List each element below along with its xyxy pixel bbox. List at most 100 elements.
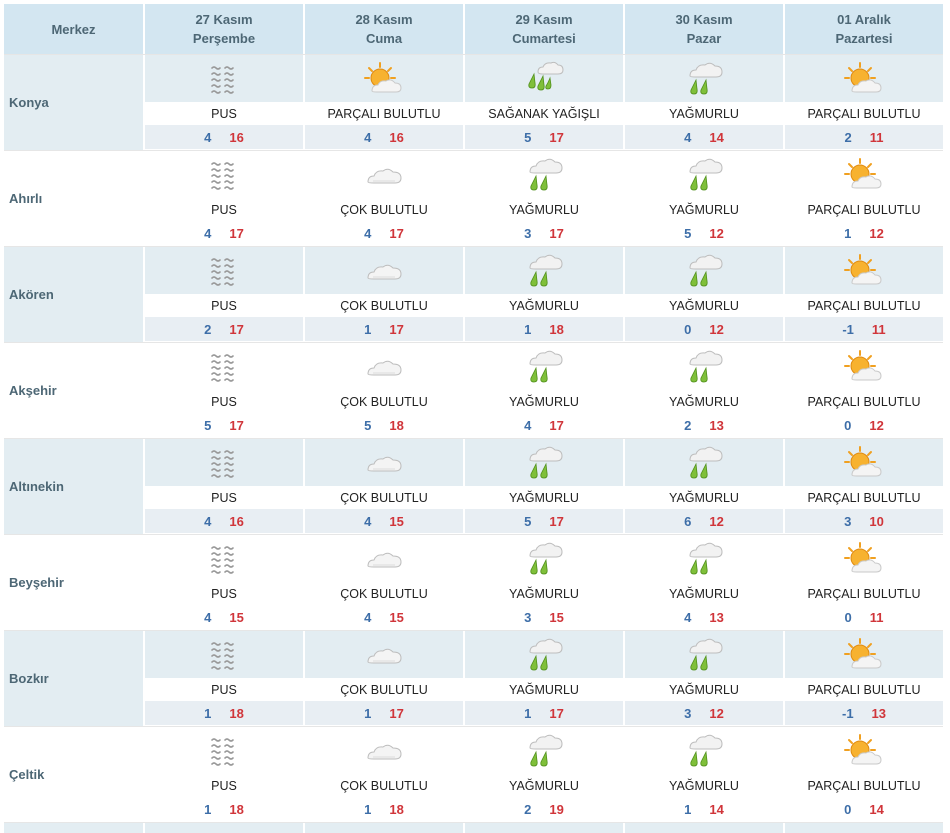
min-temp: 1: [524, 321, 532, 337]
min-temp: -1: [842, 321, 854, 337]
partial-city-cell: [4, 823, 143, 833]
temperature-range: 4 15: [305, 605, 463, 629]
max-temp: 17: [229, 417, 244, 433]
city-name[interactable]: Çeltik: [9, 767, 45, 782]
temperature-range: 3 10: [785, 509, 943, 533]
city-name[interactable]: Altınekin: [4, 439, 143, 534]
rain-icon: [684, 732, 724, 770]
max-temp: 15: [389, 609, 404, 625]
max-temp: 12: [709, 321, 724, 337]
forecast-table-header: Merkez 27 Kasım Perşembe 28 Kasım Cuma 29 Ka…: [4, 4, 943, 54]
temperature-range: 4 16: [145, 509, 303, 533]
fog-icon: [207, 638, 241, 672]
day-column-header: 27 Kasım Perşembe: [145, 4, 305, 54]
city-row: Çeltik PUS 1 18 ÇOK BULUTLU 1 18 YAĞMURLU 2 19…: [4, 726, 943, 822]
min-temp: 4: [204, 225, 212, 241]
max-temp: 14: [709, 129, 724, 145]
forecast-cell: SAĞANAK YAĞIŞLI 5 17: [463, 55, 623, 150]
rain-icon: [684, 444, 724, 482]
condition-label: YAĞMURLU: [625, 198, 783, 221]
temperature-range: 0 12: [625, 317, 783, 341]
city-name[interactable]: Akören: [4, 247, 143, 342]
rain-icon: [684, 348, 724, 386]
forecast-cell: PARÇALI BULUTLU 4 16: [303, 55, 463, 150]
forecast-cell: YAĞMURLU 1 18: [463, 247, 623, 342]
condition-label: YAĞMURLU: [465, 582, 623, 605]
max-temp: 14: [869, 801, 884, 817]
temperature-range: 4 16: [305, 125, 463, 149]
partial-day-cell: [783, 823, 943, 833]
temperature-range: 1 18: [145, 797, 303, 821]
day-date: 30 Kasım: [675, 12, 733, 27]
city-name[interactable]: Konya: [4, 55, 143, 150]
forecast-cell: PUS 4 15: [143, 535, 303, 630]
rain-icon: [524, 252, 564, 290]
cloudy-icon: [364, 544, 404, 574]
temperature-range: 5 17: [465, 125, 623, 149]
condition-label: YAĞMURLU: [625, 678, 783, 701]
min-temp: 1: [364, 321, 372, 337]
condition-label: PUS: [145, 102, 303, 125]
condition-label: YAĞMURLU: [625, 294, 783, 317]
cloudy-icon: [364, 640, 404, 670]
fog-icon: [207, 254, 241, 288]
max-temp: 15: [549, 609, 564, 625]
min-temp: 1: [204, 801, 212, 817]
city-name[interactable]: Bozkır: [4, 631, 143, 726]
condition-label: ÇOK BULUTLU: [305, 390, 463, 413]
condition-label: ÇOK BULUTLU: [305, 294, 463, 317]
city-row: Bozkır PUS 1 18 ÇOK BULUTLU 1 17 YAĞMURLU 1 17…: [4, 630, 943, 726]
weather-icon-cell: [465, 439, 623, 486]
weather-icon-cell: [465, 247, 623, 294]
min-temp: 3: [524, 225, 532, 241]
min-temp: 4: [684, 609, 692, 625]
partly-cloudy-icon: [844, 157, 884, 193]
min-temp: 3: [524, 609, 532, 625]
city-name[interactable]: Ahırlı: [9, 191, 43, 206]
city-name[interactable]: Akşehir: [9, 383, 57, 398]
temperature-range: 0 12: [785, 413, 943, 437]
weather-icon-cell: [305, 631, 463, 678]
weather-icon-cell: [145, 727, 303, 774]
max-temp: 12: [869, 225, 884, 241]
weather-icon-cell: [465, 535, 623, 582]
max-temp: 17: [549, 513, 564, 529]
day-column-header: 30 Kasım Pazar: [625, 4, 785, 54]
partly-cloudy-icon: [844, 733, 884, 769]
min-temp: 4: [364, 129, 372, 145]
forecast-cell: PARÇALI BULUTLU 0 14: [783, 727, 943, 822]
day-weekday: Pazartesi: [835, 31, 893, 46]
weather-icon-cell: [465, 343, 623, 390]
weather-icon-cell: [625, 631, 783, 678]
min-temp: 2: [524, 801, 532, 817]
temperature-range: 4 15: [145, 605, 303, 629]
partly-cloudy-icon: [844, 253, 884, 289]
min-temp: 2: [844, 129, 852, 145]
min-temp: 4: [204, 609, 212, 625]
min-temp: 6: [684, 513, 692, 529]
cloudy-icon: [364, 352, 404, 382]
temperature-range: 4 16: [145, 125, 303, 149]
weather-icon-cell: [785, 535, 943, 582]
condition-label: YAĞMURLU: [625, 774, 783, 797]
condition-label: YAĞMURLU: [465, 294, 623, 317]
max-temp: 18: [229, 705, 244, 721]
max-temp: 17: [229, 225, 244, 241]
weather-icon-cell: [145, 535, 303, 582]
condition-label: ÇOK BULUTLU: [305, 198, 463, 221]
temperature-range: 2 17: [145, 317, 303, 341]
min-temp: 4: [364, 225, 372, 241]
rain-icon: [684, 540, 724, 578]
weather-icon-cell: [305, 247, 463, 294]
weather-icon-cell: [145, 55, 303, 102]
max-temp: 11: [871, 321, 886, 337]
city-name[interactable]: Beyşehir: [9, 575, 64, 590]
weather-icon-cell: [305, 343, 463, 390]
rain-icon: [684, 636, 724, 674]
forecast-cell: PARÇALI BULUTLU 2 11: [783, 55, 943, 150]
min-temp: 4: [684, 129, 692, 145]
max-temp: 11: [869, 609, 884, 625]
forecast-cell: PUS 1 18: [143, 631, 303, 726]
condition-label: PARÇALI BULUTLU: [785, 294, 943, 317]
max-temp: 16: [229, 513, 244, 529]
